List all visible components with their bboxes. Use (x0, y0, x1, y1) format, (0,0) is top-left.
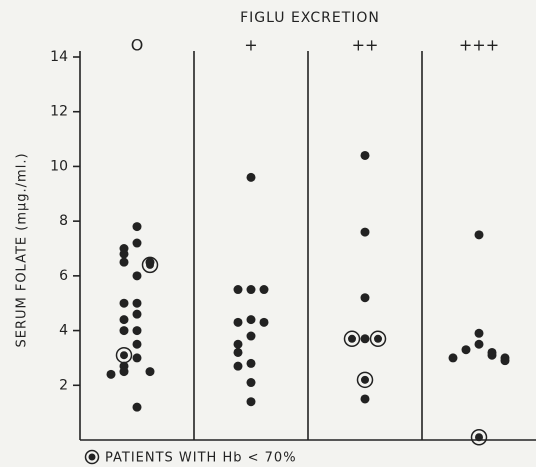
point (474, 230, 484, 240)
point (474, 328, 484, 338)
point (360, 150, 370, 160)
point (132, 309, 142, 319)
point (360, 293, 370, 303)
y-tick-label: 6 (59, 268, 68, 284)
x-category-label: ++ (352, 36, 379, 55)
y-tick-label: 2 (59, 377, 68, 393)
point (132, 339, 142, 349)
y-tick-label: 12 (50, 104, 68, 120)
point (246, 358, 256, 368)
point (360, 334, 370, 344)
circled-point (470, 429, 488, 446)
point (259, 317, 269, 327)
point (461, 345, 471, 355)
point (246, 397, 256, 407)
point (500, 356, 510, 366)
point (233, 285, 243, 295)
point (132, 238, 142, 248)
point (119, 315, 129, 325)
point (132, 298, 142, 308)
point (233, 339, 243, 349)
x-category-label: O (131, 36, 144, 55)
circled-point (343, 330, 361, 348)
point (360, 394, 370, 404)
y-tick-label: 4 (59, 323, 68, 339)
point (132, 222, 142, 232)
point (487, 350, 497, 360)
point (119, 326, 129, 336)
circled-point (141, 256, 159, 274)
chart-title: FIGLU EXCRETION (240, 10, 380, 26)
point (106, 369, 116, 379)
legend-dot (88, 453, 96, 461)
y-axis-label: SERUM FOLATE (mμg./ml.) (15, 152, 30, 347)
y-tick-label: 14 (50, 49, 68, 65)
point (132, 271, 142, 281)
point (233, 317, 243, 327)
circled-point (356, 371, 374, 389)
point (360, 227, 370, 237)
point (246, 315, 256, 325)
point (233, 361, 243, 371)
point (246, 331, 256, 341)
x-category-label: + (244, 36, 257, 55)
x-category-label: +++ (459, 36, 499, 55)
point (145, 367, 155, 377)
point (233, 347, 243, 357)
point (119, 249, 129, 259)
point (448, 353, 458, 363)
circled-point (115, 346, 133, 364)
point (132, 326, 142, 336)
circled-point (369, 330, 387, 348)
y-tick-label: 10 (50, 158, 68, 174)
point (119, 367, 129, 377)
y-tick-label: 8 (59, 213, 68, 229)
point (246, 285, 256, 295)
point (246, 172, 256, 182)
point (119, 257, 129, 267)
point (246, 378, 256, 388)
point (132, 353, 142, 363)
point (474, 339, 484, 349)
point (119, 298, 129, 308)
legend-ring (84, 449, 100, 465)
point (259, 285, 269, 295)
point (132, 402, 142, 412)
legend-label: PATIENTS WITH Hb < 70% (105, 451, 297, 466)
